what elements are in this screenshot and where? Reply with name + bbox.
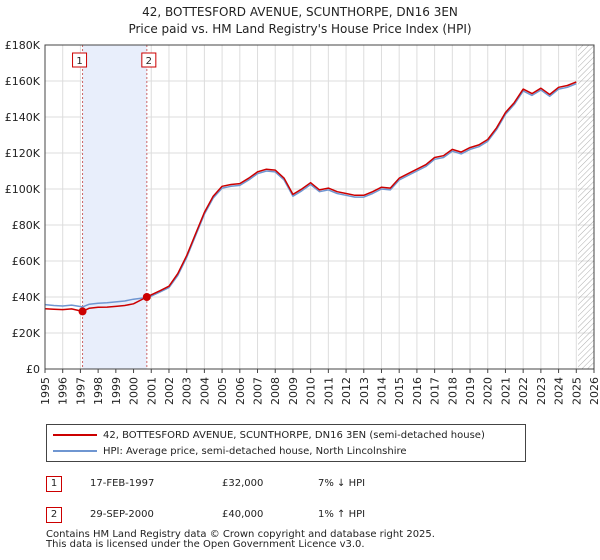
footer: Contains HM Land Registry data © Crown c… xyxy=(46,530,435,550)
legend-swatch-property xyxy=(53,434,97,436)
x-tick-label: 2007 xyxy=(252,377,265,405)
legend-label-property: 42, BOTTESFORD AVENUE, SCUNTHORPE, DN16 … xyxy=(103,429,485,441)
ownership-period-band xyxy=(82,45,147,369)
x-tick-label: 2017 xyxy=(429,377,442,405)
y-tick-label: £120K xyxy=(5,147,41,160)
x-tick-label: 2006 xyxy=(234,377,247,405)
transaction-label: 1 xyxy=(76,56,82,67)
chart-subtitle: Price paid vs. HM Land Registry's House … xyxy=(128,22,472,36)
x-tick-label: 2023 xyxy=(535,377,548,405)
transaction-number: 1 xyxy=(46,476,62,492)
footer-copyright: Contains HM Land Registry data © Crown c… xyxy=(46,529,435,540)
x-tick-label: 2009 xyxy=(287,377,300,405)
footer-license: This data is licensed under the Open Gov… xyxy=(46,539,365,550)
x-tick-label: 2005 xyxy=(216,377,229,405)
y-tick-label: £60K xyxy=(12,255,41,268)
x-tick-label: 1996 xyxy=(57,377,70,405)
transaction-label: 2 xyxy=(146,56,152,67)
property-price-line xyxy=(44,81,577,313)
x-tick-label: 2015 xyxy=(393,377,406,405)
y-tick-label: £0 xyxy=(26,363,40,376)
x-tick-label: 2013 xyxy=(358,377,371,405)
x-tick-label: 2012 xyxy=(340,377,353,405)
plot-frame xyxy=(44,44,595,370)
x-tick-label: 2002 xyxy=(163,377,176,405)
transaction-price: £32,000 xyxy=(222,478,264,489)
x-tick-label: 2010 xyxy=(305,377,318,405)
x-tick-label: 2026 xyxy=(588,377,600,405)
x-tick-label: 1995 xyxy=(39,377,52,405)
hpi-line xyxy=(44,83,577,308)
legend-item-hpi: HPI: Average price, semi-detached house,… xyxy=(53,444,407,458)
chart-title: 42, BOTTESFORD AVENUE, SCUNTHORPE, DN16 … xyxy=(0,4,600,38)
transaction-point xyxy=(78,307,87,316)
x-tick-label: 2011 xyxy=(322,377,335,405)
y-tick-label: £140K xyxy=(5,111,41,124)
x-tick-label: 2014 xyxy=(375,377,388,405)
y-tick-label: £160K xyxy=(5,75,41,88)
transaction-label-box xyxy=(72,52,88,68)
transaction-label-box xyxy=(141,52,157,68)
transaction-date: 17-FEB-1997 xyxy=(90,478,155,489)
x-tick-label: 2020 xyxy=(482,377,495,405)
transaction-hpi-diff: 7% ↓ HPI xyxy=(318,478,366,489)
x-tick-label: 2018 xyxy=(446,377,459,405)
x-tick-label: 2021 xyxy=(499,377,512,405)
x-tick-label: 2019 xyxy=(464,377,477,405)
x-tick-label: 1999 xyxy=(110,377,123,405)
x-tick-label: 2003 xyxy=(181,377,194,405)
legend-swatch-hpi xyxy=(53,450,97,452)
transaction-point xyxy=(142,293,151,301)
chart-title-line1: 42, BOTTESFORD AVENUE, SCUNTHORPE, DN16 … xyxy=(142,5,458,19)
y-tick-label: £180K xyxy=(5,39,41,52)
x-tick-label: 2016 xyxy=(411,377,424,405)
x-tick-label: 1997 xyxy=(74,377,87,405)
transaction-hpi-diff: 1% ↑ HPI xyxy=(318,509,366,520)
transaction-price: £40,000 xyxy=(222,509,264,520)
y-tick-label: £100K xyxy=(5,183,41,196)
chart-legend: 42, BOTTESFORD AVENUE, SCUNTHORPE, DN16 … xyxy=(46,424,526,462)
x-tick-label: 2001 xyxy=(145,377,158,405)
x-tick-label: 2004 xyxy=(198,377,211,405)
transaction-date: 29-SEP-2000 xyxy=(90,509,154,520)
price-chart: 1 2 £0 £20K £40K £60K £80K £100K £120K £140K £160… xyxy=(5,39,600,405)
x-tick-label: 2024 xyxy=(553,377,566,405)
future-hatch-region xyxy=(578,45,594,369)
x-tick-label: 1998 xyxy=(92,377,105,405)
x-tick-label: 2000 xyxy=(128,377,141,405)
legend-label-hpi: HPI: Average price, semi-detached house,… xyxy=(103,445,407,457)
y-tick-label: £40K xyxy=(12,291,41,304)
legend-item-property: 42, BOTTESFORD AVENUE, SCUNTHORPE, DN16 … xyxy=(53,428,485,442)
y-tick-label: £20K xyxy=(12,327,41,340)
x-tick-label: 2008 xyxy=(269,377,282,405)
y-tick-label: £80K xyxy=(12,219,41,232)
transaction-number: 2 xyxy=(46,507,62,523)
x-tick-label: 2022 xyxy=(517,377,530,405)
x-tick-label: 2025 xyxy=(570,377,583,405)
